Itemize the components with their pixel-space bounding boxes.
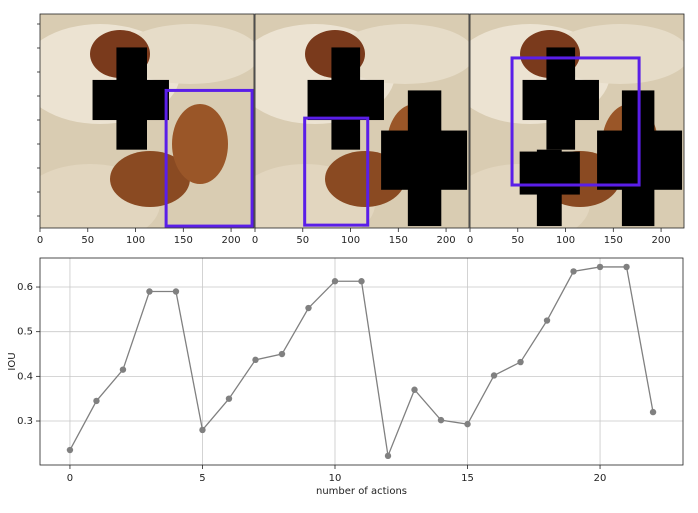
data-point — [384, 452, 392, 460]
data-point — [490, 372, 498, 379]
x-axis-label: number of actions — [316, 486, 407, 497]
data-point — [331, 278, 339, 285]
data-point — [199, 426, 206, 434]
data-point — [146, 288, 153, 295]
y-tick-label: 0.6 — [17, 282, 33, 293]
photo — [470, 14, 684, 228]
data-point — [305, 304, 312, 312]
x-tick-label: 100 — [556, 235, 575, 246]
image-panel: 0 50 100 150 200 — [467, 13, 685, 246]
blanket — [120, 24, 254, 84]
data-point — [93, 397, 100, 405]
occluder — [92, 79, 169, 121]
x-tick-label: 10 — [329, 473, 342, 484]
data-point — [172, 288, 180, 295]
x-tick-label: 150 — [604, 235, 623, 246]
bounding-box — [303, 116, 370, 227]
y-tick-label: 0.5 — [17, 327, 33, 338]
x-tick-label: 200 — [222, 235, 241, 246]
data-point — [649, 408, 657, 416]
plot-frame — [39, 257, 684, 466]
x-tick-label: 200 — [652, 235, 671, 246]
blanket — [550, 24, 684, 84]
panel-frame — [469, 13, 685, 229]
dog — [172, 104, 228, 184]
data-point — [464, 420, 471, 428]
data-point — [119, 366, 127, 373]
x-tick-label: 15 — [461, 473, 474, 484]
data-point — [623, 263, 630, 271]
x-tick-label: 0 — [37, 235, 43, 246]
panel-frame — [254, 13, 470, 229]
occluder — [381, 130, 468, 190]
x-tick-label: 0 — [467, 235, 473, 246]
x-tick-label: 50 — [511, 235, 524, 246]
data-point — [543, 317, 551, 324]
photo — [40, 14, 254, 228]
x-tick-label: 50 — [296, 235, 309, 246]
y-axis-label: IOU — [7, 352, 18, 370]
x-tick-label: 100 — [126, 235, 145, 246]
data-point — [437, 416, 445, 424]
x-tick-label: 5 — [199, 473, 205, 484]
data-point — [278, 350, 286, 358]
data-point — [517, 358, 524, 366]
x-tick-label: 20 — [594, 473, 607, 484]
x-tick-label: 50 — [81, 235, 94, 246]
data-point — [225, 395, 233, 402]
data-point — [596, 263, 604, 271]
series-line — [69, 266, 654, 459]
data-point — [66, 446, 74, 454]
panel-frame — [39, 13, 255, 229]
occluder — [522, 79, 599, 121]
y-tick-label: 0.3 — [17, 416, 33, 427]
image-panel: 0 50 100 150 200 — [37, 13, 255, 246]
x-tick-label: 0 — [67, 473, 73, 484]
dog — [110, 151, 190, 207]
blanket — [335, 24, 469, 84]
x-tick-label: 0 — [252, 235, 258, 246]
data-point — [252, 356, 259, 364]
x-tick-label: 100 — [341, 235, 360, 246]
occluder — [519, 151, 580, 195]
x-tick-label: 150 — [174, 235, 193, 246]
data-point — [358, 278, 365, 285]
data-point — [411, 386, 418, 393]
x-tick-label: 200 — [437, 235, 456, 246]
bounding-box — [510, 56, 641, 187]
occluder — [307, 79, 384, 121]
bounding-box — [164, 88, 254, 228]
y-tick-label: 0.4 — [17, 371, 33, 382]
image-panel: 0 50 100 150 200 — [252, 13, 470, 246]
x-tick-label: 150 — [389, 235, 408, 246]
data-point — [570, 268, 577, 275]
photo — [255, 14, 469, 228]
